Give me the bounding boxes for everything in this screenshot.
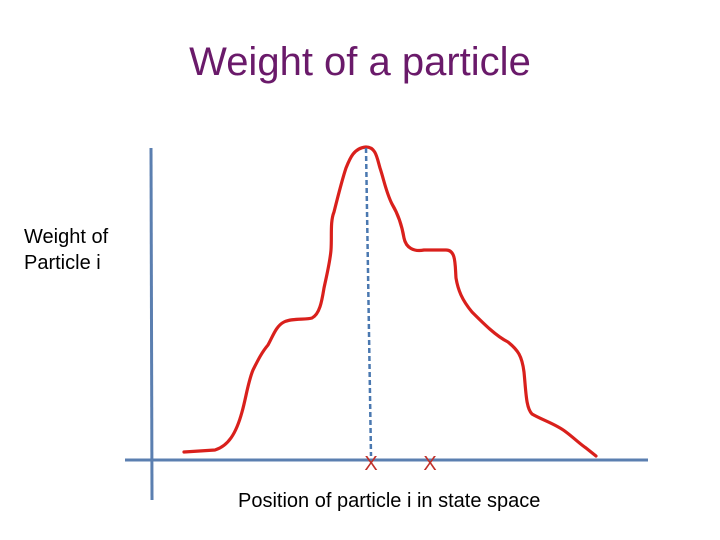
particle-marker-1: X [364,453,377,475]
y-axis-label: Weight of Particle i [24,224,108,276]
particle-marker-2: X [423,453,436,475]
y-axis-line [149,147,154,501]
slide-title: Weight of a particle [189,40,531,84]
weight-curve [182,145,598,458]
x-axis-label: Position of particle i in state space [238,490,541,512]
y-axis-label-line-2: Particle i [24,252,101,274]
y-axis-label-line-1: Weight of [24,226,109,248]
peak-dashed-line [364,147,373,457]
